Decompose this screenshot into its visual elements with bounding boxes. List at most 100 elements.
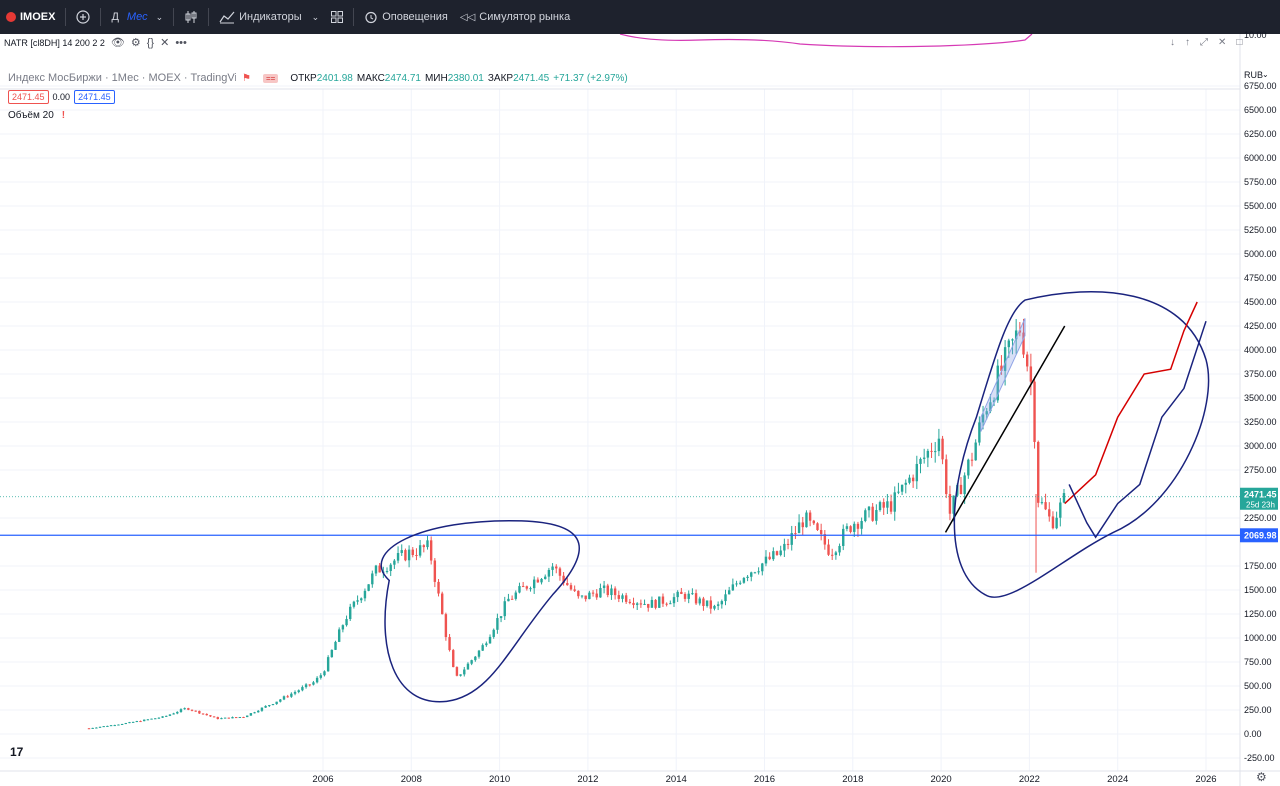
warning-icon[interactable]: ! [61,110,66,121]
candle-body [558,568,562,576]
compare-badge-icon[interactable]: == [262,73,279,83]
arrow-down-icon[interactable]: ↓ [1170,37,1175,48]
candle-body [367,584,370,591]
candle-body [393,560,396,565]
candle-body [91,727,94,729]
close-icon[interactable]: ✕ [160,37,170,49]
settings-gear-icon[interactable]: ⚙ [1256,770,1267,784]
last-price-bg [1240,487,1278,510]
currency-label[interactable]: RUB [1244,70,1264,80]
compare-button[interactable] [70,0,96,34]
trend-line[interactable] [944,325,1066,533]
candle-body [584,595,587,600]
candle-body [643,603,646,605]
time-tick-label: 2016 [754,774,775,785]
replay-label: Симулятор рынка [479,11,571,23]
candle-body [694,593,698,604]
series-title[interactable]: Индекс МосБиржи · 1Мес · MOEX · TradingV… [8,72,236,84]
candle-body [775,551,779,555]
candle-body [650,599,654,608]
flag-icon[interactable]: ⚑ [242,72,251,84]
indicators-label: Индикаторы [239,11,302,23]
price-tick-label: 1500.00 [1244,585,1277,595]
parallel-channel[interactable] [980,318,1026,432]
chevron-down-icon[interactable]: ⌄ [1262,70,1269,79]
layouts-button[interactable] [325,0,349,34]
collapse-icon[interactable]: ⤢ [1200,37,1208,48]
candle-body [720,601,724,605]
candle-body [426,540,429,548]
candle-body [315,677,319,683]
candle-body [945,459,948,495]
candle-body [1055,517,1058,529]
candle-body [282,696,286,700]
candle-body [540,578,543,583]
volume-label[interactable]: Объём 20 [8,110,54,121]
candle-body [889,501,893,512]
candle-body [904,482,907,485]
candle-body [433,560,437,582]
blue-forecast-path[interactable] [1068,320,1207,539]
time-axis[interactable]: 2006 2008 2010 2012 2014 2016 2018 2020 2022 2024… [312,774,1216,785]
drawings[interactable] [0,290,1240,703]
eye-icon[interactable]: 👁 [110,37,125,49]
candle-body [183,708,186,710]
symbol-search[interactable]: IMOEX [0,0,61,34]
candle-body [404,550,407,561]
candle-body [234,717,238,719]
candle-body [106,725,109,727]
last-price-text: 2471.45 [1244,490,1277,500]
alerts-button[interactable]: Оповещения [358,0,454,34]
indicators-button[interactable]: Индикаторы ⌄ [213,0,325,34]
price-tick-label: 3250.00 [1244,417,1277,427]
maximize-icon[interactable]: □ [1236,37,1243,48]
candle-body [683,593,687,599]
candle-body [595,593,598,598]
chart-type-button[interactable] [178,0,204,34]
close-pane-icon[interactable]: ✕ [1218,37,1227,48]
candle-body [709,600,712,609]
candle-body [978,422,981,443]
candle-body [179,709,183,712]
candle-body [967,459,970,476]
candle-body [555,566,558,569]
candle-body [429,540,433,561]
price-axis[interactable]: 6750.00 6500.00 6250.00 6000.00 5750.00 5500.… [1240,81,1278,763]
candle-body [1040,502,1044,504]
candle-body [628,601,632,603]
price-tick-label: 750.00 [1244,657,1272,667]
chart-area[interactable]: 6750.00 6500.00 6250.00 6000.00 5750.00 5500.… [0,33,1280,786]
candle-body [477,650,481,657]
candle-body [757,571,760,573]
candle-body [209,715,212,717]
red-forecast-path[interactable] [1064,301,1198,505]
horizontal-line-marker[interactable]: 2069.98 [1240,528,1278,543]
candle-body [345,619,348,626]
candle-body [871,506,874,521]
price-tick-label: 4000.00 [1244,345,1277,355]
tradingview-logo[interactable]: 17 [10,745,24,759]
candle-body [385,571,389,573]
candle-body [448,637,451,651]
candle-body [323,671,326,676]
price-chart[interactable]: 6750.00 6500.00 6250.00 6000.00 5750.00 5500.… [0,33,1280,786]
bid-box[interactable]: 2471.45 [8,90,49,104]
candle-body [220,718,223,720]
more-icon[interactable]: ••• [175,36,187,49]
settings-icon[interactable]: ⚙ [130,37,141,49]
candle-body [676,591,679,598]
ask-box[interactable]: 2471.45 [74,90,115,104]
candle-body [661,596,665,604]
interval-selector[interactable]: Д Мес ⌄ [105,0,169,34]
arrow-up-icon[interactable]: ↑ [1185,37,1190,48]
candle-body [853,523,856,532]
ellipse-2008-crisis[interactable] [380,520,581,703]
candle-body [176,711,179,714]
source-code-icon[interactable]: {} [146,36,155,49]
ellipse-2022[interactable] [953,290,1210,598]
candle-body [360,598,363,601]
candle-body [680,591,683,594]
replay-button[interactable]: ◁◁ Симулятор рынка [454,0,576,34]
indicator-label[interactable]: NATR [cl8DH] 14 200 2 2 [4,37,105,48]
